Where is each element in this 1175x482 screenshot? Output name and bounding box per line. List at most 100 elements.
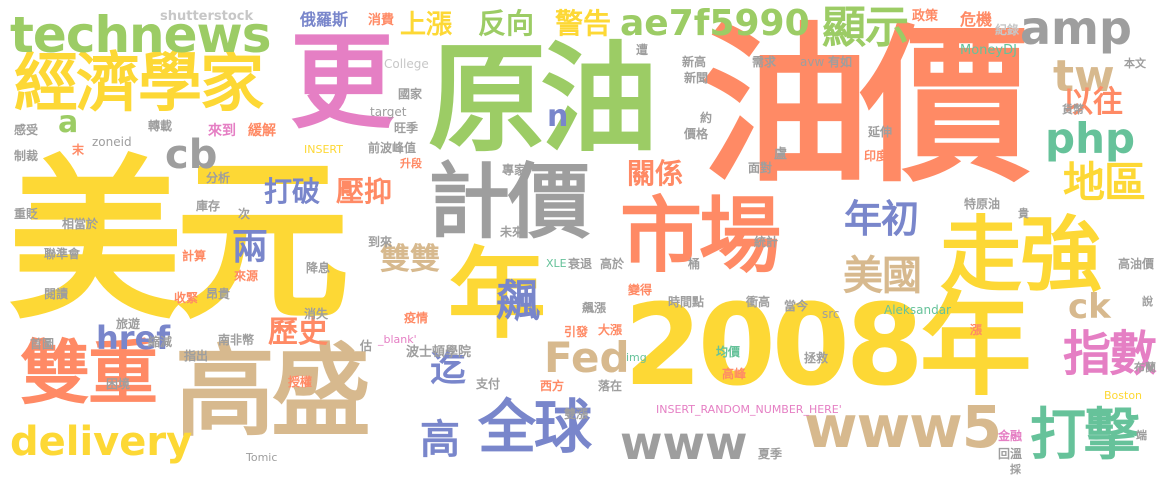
word-biande: 變得: [628, 283, 653, 297]
word-chonggao: 衝高: [746, 295, 771, 309]
word-yinfa: 引發: [564, 325, 589, 339]
word-daji: 打擊: [1030, 403, 1140, 468]
word-geng: 更: [290, 21, 395, 143]
word-laidao: 來到: [208, 123, 236, 139]
word-shuaitui: 衰退: [568, 257, 593, 271]
word-www5: www5: [804, 393, 1002, 461]
word-shichang: 市場: [620, 189, 781, 284]
word-2008: 2008年: [624, 281, 1032, 411]
word-zhuanjia: 專家: [502, 163, 527, 177]
word-lu: 盧: [774, 147, 788, 162]
word-diqu: 地區: [1063, 158, 1146, 207]
word-shengduan: 升段: [400, 157, 422, 170]
word-jilu: 紀錄: [995, 23, 1020, 37]
word-ae7f5990: ae7f5990: [620, 3, 810, 44]
word-laiyuan: 來源: [234, 269, 259, 283]
word-benwen: 本文: [1124, 57, 1146, 70]
word-zouqiang: 走強: [940, 208, 1102, 303]
word-lishi: 歷史: [268, 315, 328, 350]
word-gu: 估: [360, 339, 373, 353]
word-zoneid: zoneid: [92, 135, 132, 149]
word-xiaofei: 消費: [368, 13, 395, 28]
word-quanqiu: 全球: [478, 393, 592, 461]
word-www: www: [620, 416, 748, 470]
word-shangzhang: 上漲: [400, 10, 453, 40]
word-anggui: 昂貴: [206, 287, 231, 301]
word-lvyou: 旅遊: [116, 317, 141, 331]
word-aleksandar: Aleksandar: [884, 303, 951, 317]
word-eluosi: 俄羅斯: [300, 10, 349, 29]
word-yuedu: 閱讀: [44, 287, 69, 301]
word-wangji: 旺季: [394, 121, 419, 135]
word-xinwen: 新聞: [684, 71, 709, 85]
word-shijiandian: 時間點: [668, 295, 705, 309]
word-xiaji: 夏季: [758, 447, 783, 461]
word-weilai: 未來: [500, 225, 525, 239]
word-yindu: 印度: [864, 149, 889, 163]
word-cb: cb: [165, 132, 218, 178]
word-zao: 遭: [636, 43, 649, 57]
word-shuangzhong: 雙重: [20, 332, 158, 414]
word-amp: amp: [1020, 1, 1132, 55]
word-shuo: 說: [1142, 295, 1153, 308]
word-fenxi: 分析: [206, 171, 231, 185]
word-zhifu: 支付: [476, 377, 501, 391]
word-nianchu: 年初: [844, 197, 919, 241]
word-shouquan: 授權: [288, 375, 313, 389]
word-qianbo: 前波峰值: [368, 141, 417, 155]
word-technews: technews: [10, 6, 272, 64]
word-kucun: 庫存: [196, 199, 221, 213]
word-boston: Boston: [1104, 389, 1143, 402]
word-xianshi: 顯示: [822, 2, 909, 53]
word-liang: 兩: [232, 227, 269, 268]
word-a: a: [58, 105, 79, 140]
word-shoutu: 首圖: [30, 337, 55, 351]
word-gui: 貴: [1018, 207, 1029, 220]
word-href: href: [96, 319, 171, 357]
word-meiyuan: 美元: [8, 141, 350, 344]
word-xle: XLE: [546, 257, 567, 270]
word-xiangdangyu: 相當於: [62, 217, 99, 231]
word-yiqing: 疫情: [404, 311, 429, 325]
word-guanxi: 關係: [627, 157, 684, 190]
word-yuanyou: 原油: [428, 30, 658, 168]
word-weiji: 危機: [960, 10, 993, 29]
word-cai: 採: [1010, 463, 1021, 476]
word-jinggao: 警告: [555, 7, 612, 40]
word-jiage: 價格: [684, 127, 709, 141]
word-zhichu: 指出: [184, 349, 209, 363]
word-jisuan: 計算: [182, 249, 207, 263]
word-gaosheng: 高盛: [175, 333, 371, 450]
word-fanxiang: 反向: [478, 7, 535, 40]
word-economist: 經濟學家: [14, 47, 264, 121]
word-xiaoshi: 消失: [304, 307, 329, 321]
word-insert: INSERT: [304, 143, 343, 156]
word-tong: 桶: [688, 257, 701, 271]
word-yue: 約: [700, 111, 713, 125]
word-gaoyoujia: 高油價: [1118, 257, 1155, 271]
word-gaoyu: 高於: [600, 257, 625, 271]
word-ck: ck: [1068, 287, 1111, 327]
word-php: php: [1045, 114, 1136, 163]
word-zhang: 漲: [970, 323, 983, 337]
word-insert-random: INSERT_RANDOM_NUMBER_HERE': [656, 403, 842, 416]
word-ci: 次: [238, 207, 251, 221]
word-guojia: 國家: [398, 87, 423, 101]
word-huanjie: 緩解: [248, 123, 276, 139]
word-zhongbian: 重貶: [14, 207, 39, 221]
word-zhengce: 政策: [912, 9, 939, 24]
word-biaozhang: 飆漲: [582, 301, 607, 315]
word-moneydj: MoneyDJ: [960, 43, 1017, 58]
word-tw: tw: [1053, 51, 1115, 102]
word-luozai: 落在: [598, 379, 623, 393]
word-shuangshuang: 雙雙: [380, 242, 440, 277]
word-lianzhunhui: 聯準會: [44, 247, 81, 261]
word-dazhang: 大漲: [598, 323, 623, 337]
word-yanshen: 延伸: [868, 125, 893, 139]
word-jiangxi: 降息: [306, 261, 331, 275]
word-ganshou: 感受: [14, 123, 39, 137]
word-nanfeibi: 南非幣: [218, 333, 255, 347]
word-nian: 年: [448, 238, 547, 352]
word-gaofeng: 高峰: [722, 367, 747, 381]
